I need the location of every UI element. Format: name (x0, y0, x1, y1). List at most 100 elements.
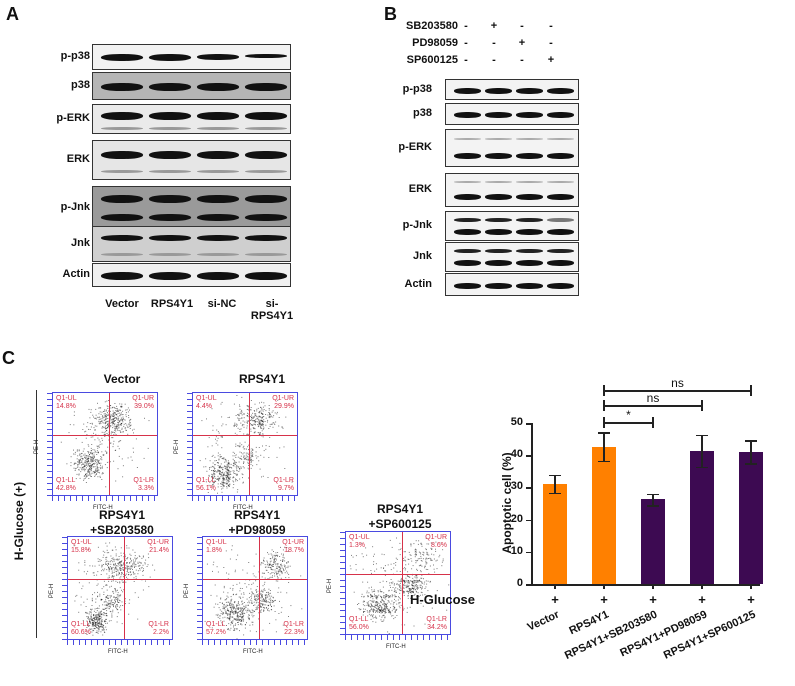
h-glucose-sign: + (600, 592, 608, 607)
y-axis-label: PE-H (184, 583, 191, 599)
quadrant-percent: 3.3% (138, 485, 154, 492)
quadrant-percent: 1.3% (349, 542, 365, 549)
quadrant-percent: 60.6% (71, 629, 91, 636)
y-tick-mark (526, 423, 531, 425)
quadrant-label-ur: Q1-UR 29.9% (272, 395, 294, 411)
x-axis-ticks (202, 640, 308, 645)
x-axis-ticks (345, 635, 451, 640)
quadrant-name: Q1-LR (426, 616, 447, 623)
quadrant-name: Q1-LL (196, 477, 216, 484)
blot-row-label: p-p38 (402, 82, 432, 95)
quadrant-name: Q1-LR (273, 477, 294, 484)
y-tick-label: 0 (516, 577, 523, 589)
bracket-end (603, 385, 605, 396)
x-axis-label: FITC-H (386, 644, 406, 650)
blot-strip (445, 79, 579, 100)
quadrant-name: Q1-UL (56, 395, 77, 402)
quadrant-gate-vertical (124, 537, 125, 639)
quadrant-gate-vertical (249, 393, 250, 495)
y-axis-title: Apoptotic cell (%) (500, 452, 514, 554)
blot-row-label: p-ERK (398, 141, 432, 153)
quadrant-gate-vertical (402, 532, 403, 634)
y-axis-ticks (47, 392, 52, 496)
treatment-sign: + (547, 54, 555, 66)
flow-scatter-plot: Q1-UL 14.8% Q1-UR 39.0% Q1-LL 42.8% Q1-LR 3.3% (52, 392, 158, 496)
quadrant-label-lr: Q1-LR 2.2% (148, 621, 169, 637)
quadrant-label-ul: Q1-UL 4.4% (196, 395, 217, 411)
quadrant-name: Q1-LR (283, 621, 304, 628)
y-axis-ticks (340, 531, 345, 635)
blot-row-label: ERK (66, 153, 90, 165)
flow-title-line2: +PD98059 (228, 523, 286, 537)
treatment-sign: - (549, 20, 553, 32)
quadrant-percent: 21.4% (149, 547, 169, 554)
quadrant-gate-vertical (259, 537, 260, 639)
quadrant-gate-horizontal (68, 579, 172, 580)
bar-rps4y1-sp600125 (739, 451, 763, 584)
quadrant-gate-horizontal (346, 574, 450, 575)
bracket-end (652, 417, 654, 428)
treatment-sign: + (490, 20, 498, 32)
x-axis-ticks (192, 496, 298, 501)
quadrant-name: Q1-UR (147, 539, 169, 546)
treatment-sign: - (464, 37, 468, 49)
scatter-points (73, 542, 156, 636)
quadrant-label-ll: Q1-LL 56.1% (196, 477, 216, 493)
quadrant-label-lr: Q1-LR 34.2% (426, 616, 447, 632)
flow-title-line2: +SB203580 (90, 523, 154, 537)
flow-plot-title: RPS4Y1 +SP600125 (330, 502, 470, 532)
lane-label: si-NC (207, 298, 237, 310)
blot-row-label: Jnk (413, 250, 432, 262)
treatment-sign: - (464, 54, 468, 66)
blot-row-label: p-p38 (60, 50, 90, 62)
blot-strip (92, 104, 291, 134)
blot-row-label: Actin (404, 277, 433, 290)
quadrant-percent: 14.8% (56, 403, 76, 410)
flow-title-line1: Vector (103, 372, 141, 386)
quadrant-label-ll: Q1-LL 42.8% (56, 477, 76, 493)
scatter-points (349, 537, 450, 634)
quadrant-label-lr: Q1-LR 9.7% (273, 477, 294, 493)
quadrant-name: Q1-UR (132, 395, 154, 402)
bracket-end (701, 400, 703, 411)
flow-plot-title: Vector (52, 372, 192, 387)
h-glucose-side-label: H-Glucose (+) (12, 481, 26, 561)
quadrant-name: Q1-UR (272, 395, 294, 402)
side-bracket-line (36, 390, 37, 638)
flow-scatter-plot: Q1-UL 15.8% Q1-UR 21.4% Q1-LL 60.6% Q1-LR 2.2% (67, 536, 173, 640)
blot-row-label: p-Jnk (60, 201, 90, 213)
lane-label: Vector (105, 298, 139, 310)
blot-row-label: p-ERK (56, 112, 90, 124)
error-bar-cap (745, 440, 757, 442)
blot-row-label: p-Jnk (402, 219, 432, 231)
quadrant-percent: 8.6% (431, 542, 447, 549)
y-tick-mark (526, 487, 531, 489)
error-bar-cap (745, 463, 757, 465)
error-bar-cap (598, 460, 610, 463)
quadrant-percent: 2.2% (153, 629, 169, 636)
x-category-label: Vector (525, 608, 562, 634)
scatter-points (199, 395, 293, 494)
quadrant-name: Q1-LL (56, 477, 76, 484)
y-axis-label: PE-H (49, 583, 56, 599)
error-bar (701, 434, 703, 467)
quadrant-name: Q1-UL (71, 539, 92, 546)
significance-bracket (604, 422, 653, 424)
bracket-end (603, 417, 605, 428)
quadrant-name: Q1-LL (71, 621, 91, 628)
h-glucose-row-label: H-Glucose (410, 592, 476, 607)
x-tick-mark (750, 584, 752, 589)
quadrant-label-ur: Q1-UR 8.6% (425, 534, 447, 550)
x-tick-mark (652, 584, 654, 589)
blot-row-label: Jnk (71, 237, 90, 249)
treatment-sign: - (549, 37, 553, 49)
blot-row-label: p38 (71, 79, 90, 91)
lane-label: RPS4Y1 (150, 298, 194, 310)
quadrant-percent: 39.0% (134, 403, 154, 410)
quadrant-name: Q1-LR (133, 477, 154, 484)
quadrant-label-ul: Q1-UL 1.3% (349, 534, 370, 550)
error-bar-cap (647, 493, 659, 496)
error-bar-cap (696, 434, 708, 437)
bar-rps4y1-sb203580 (641, 499, 665, 584)
quadrant-percent: 29.9% (274, 403, 294, 410)
